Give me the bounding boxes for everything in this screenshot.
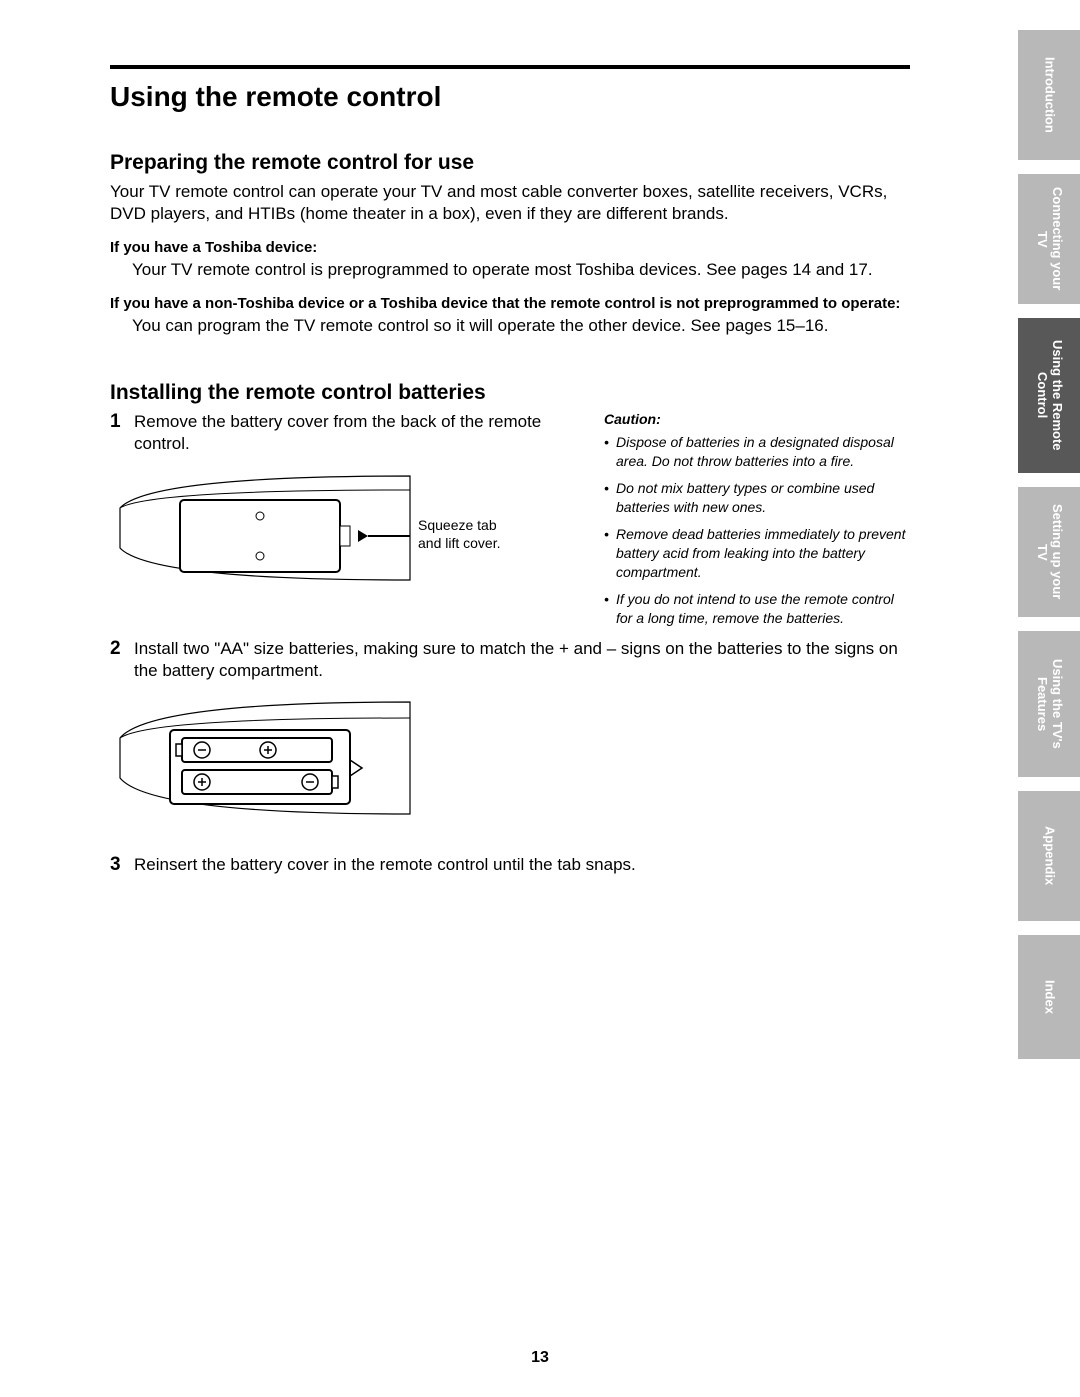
sidebar-tab[interactable]: Introduction bbox=[1018, 30, 1080, 160]
page-number: 13 bbox=[0, 1349, 1080, 1367]
page-title: Using the remote control bbox=[110, 81, 910, 113]
caution-item: Remove dead batteries immediately to pre… bbox=[604, 525, 910, 582]
sidebar-tab[interactable]: Using the TV's Features bbox=[1018, 631, 1080, 777]
section-installing-heading: Installing the remote control batteries bbox=[110, 381, 910, 405]
step-3-number: 3 bbox=[110, 854, 124, 876]
top-rule bbox=[110, 65, 910, 69]
toshiba-device-text: Your TV remote control is preprogrammed … bbox=[110, 259, 910, 281]
sidebar-tab[interactable]: Index bbox=[1018, 935, 1080, 1059]
step-3-text: Reinsert the battery cover in the remote… bbox=[134, 854, 636, 876]
step-1: 1 Remove the battery cover from the back… bbox=[110, 411, 588, 455]
sidebar-tab[interactable]: Connecting your TV bbox=[1018, 174, 1080, 304]
caution-item: If you do not intend to use the remote c… bbox=[604, 590, 910, 628]
caution-item: Dispose of batteries in a designated dis… bbox=[604, 433, 910, 471]
sidebar-tab[interactable]: Appendix bbox=[1018, 791, 1080, 921]
sidebar-tab[interactable]: Setting up your TV bbox=[1018, 487, 1080, 617]
figure-install-batteries bbox=[110, 694, 910, 824]
step-2-text: Install two "AA" size batteries, making … bbox=[134, 638, 910, 682]
step-3: 3 Reinsert the battery cover in the remo… bbox=[110, 854, 910, 876]
sidebar-tabs: Introduction Connecting your TV Using the … bbox=[1018, 30, 1080, 1073]
non-toshiba-text: You can program the TV remote control so… bbox=[110, 315, 910, 337]
step-1-text: Remove the battery cover from the back o… bbox=[134, 411, 588, 455]
caution-box: Caution: Dispose of batteries in a desig… bbox=[604, 411, 910, 637]
fig1-label-line1: Squeeze tab bbox=[418, 517, 497, 533]
section-preparing-heading: Preparing the remote control for use bbox=[110, 151, 910, 175]
section-preparing-intro: Your TV remote control can operate your … bbox=[110, 181, 910, 225]
step-2: 2 Install two "AA" size batteries, makin… bbox=[110, 638, 910, 682]
step-2-number: 2 bbox=[110, 638, 124, 682]
fig1-label-line2: and lift cover. bbox=[418, 535, 501, 551]
figure-remove-cover: Squeeze tab and lift cover. bbox=[110, 468, 588, 608]
non-toshiba-heading: If you have a non-Toshiba device or a To… bbox=[110, 295, 910, 312]
sidebar-tab[interactable]: Using the Remote Control bbox=[1018, 318, 1080, 473]
caution-list: Dispose of batteries in a designated dis… bbox=[604, 433, 910, 627]
step-1-number: 1 bbox=[110, 411, 124, 455]
page-content: Using the remote control Preparing the r… bbox=[110, 65, 910, 886]
caution-item: Do not mix battery types or combine used… bbox=[604, 479, 910, 517]
caution-heading: Caution: bbox=[604, 411, 910, 427]
step-columns: 1 Remove the battery cover from the back… bbox=[110, 411, 910, 637]
toshiba-device-heading: If you have a Toshiba device: bbox=[110, 239, 910, 256]
